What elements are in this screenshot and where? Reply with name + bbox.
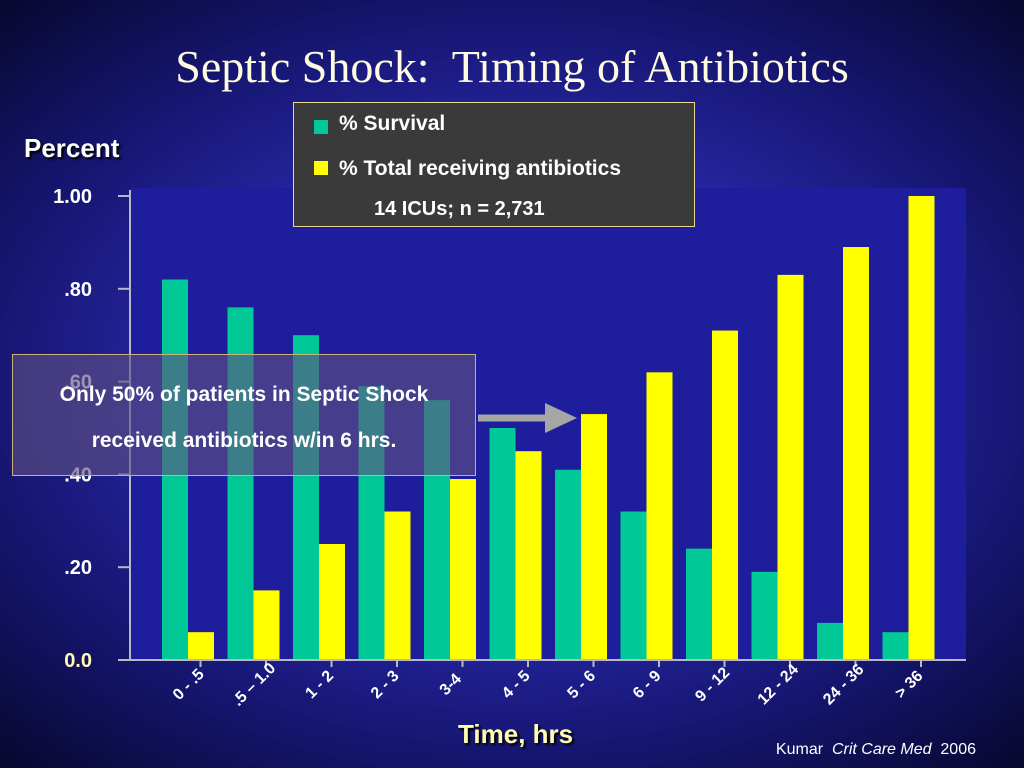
x-tick-label: 24 - 36 bbox=[820, 661, 867, 708]
callout-text-line1: Only 50% of patients in Septic Shock bbox=[59, 383, 429, 406]
x-tick-label: 2 - 3 bbox=[368, 667, 403, 702]
x-axis-title: Time, hrs bbox=[458, 719, 574, 749]
bar-antibiotics bbox=[515, 451, 542, 660]
slide-title: Septic Shock: Timing of Antibiotics bbox=[175, 41, 849, 92]
bar-antibiotics bbox=[581, 414, 607, 660]
legend-label-antibiotics: % Total receiving antibiotics bbox=[339, 157, 622, 180]
bar-survival bbox=[686, 548, 712, 660]
bar-antibiotics bbox=[712, 330, 738, 660]
x-tick-label: 5 - 6 bbox=[564, 667, 599, 702]
bar-antibiotics bbox=[253, 590, 280, 660]
x-tick-label: 3-4 bbox=[437, 671, 465, 699]
x-tick-label: > 36 bbox=[892, 668, 926, 702]
bar-antibiotics bbox=[319, 544, 345, 660]
x-tick-label: 1 - 2 bbox=[302, 667, 337, 702]
bar-survival bbox=[817, 622, 843, 660]
bar-survival bbox=[751, 571, 778, 660]
citation-author: Kumar bbox=[775, 741, 824, 758]
bar-antibiotics bbox=[384, 511, 411, 660]
y-tick-label: 1.00 bbox=[53, 186, 92, 208]
x-tick-label: 12 - 24 bbox=[755, 661, 802, 708]
x-tick-label: 9 - 12 bbox=[692, 664, 733, 705]
y-tick-label: 0.0 bbox=[64, 650, 92, 672]
bar-antibiotics bbox=[188, 632, 214, 660]
y-axis-title: Percent bbox=[24, 133, 120, 163]
x-tick-label: 6 - 9 bbox=[630, 667, 665, 702]
citation: Kumar Crit Care Med 2006 bbox=[776, 741, 976, 759]
bar-antibiotics bbox=[908, 196, 935, 660]
x-tick-label: .5 – 1.0 bbox=[229, 660, 279, 710]
y-tick-label: .80 bbox=[64, 279, 92, 301]
y-tick-label: .20 bbox=[64, 557, 92, 579]
legend-note: 14 ICUs; n = 2,731 bbox=[374, 198, 545, 220]
bar-survival bbox=[555, 469, 581, 660]
callout-box: Only 50% of patients in Septic Shock rec… bbox=[12, 354, 476, 476]
legend-swatch-antibiotics bbox=[314, 161, 328, 175]
bar-survival bbox=[620, 511, 647, 660]
bar-antibiotics bbox=[450, 479, 476, 660]
x-tick-label: 4 - 5 bbox=[499, 667, 534, 702]
citation-year: 2006 bbox=[940, 741, 976, 758]
bar-survival bbox=[882, 632, 909, 660]
legend-swatch-survival bbox=[314, 120, 328, 134]
bar-survival bbox=[489, 428, 516, 660]
legend-label-survival: % Survival bbox=[339, 112, 446, 135]
bar-antibiotics bbox=[843, 247, 869, 661]
x-tick-label: 0 - .5 bbox=[170, 666, 208, 704]
bar-antibiotics bbox=[646, 372, 673, 660]
chart-legend: % Survival % Total receiving antibiotics… bbox=[293, 102, 695, 227]
bar-antibiotics bbox=[777, 274, 804, 660]
callout-text-line2: received antibiotics w/in 6 hrs. bbox=[91, 429, 397, 452]
citation-journal: Crit Care Med bbox=[831, 741, 932, 758]
callout-arrow bbox=[478, 403, 577, 433]
